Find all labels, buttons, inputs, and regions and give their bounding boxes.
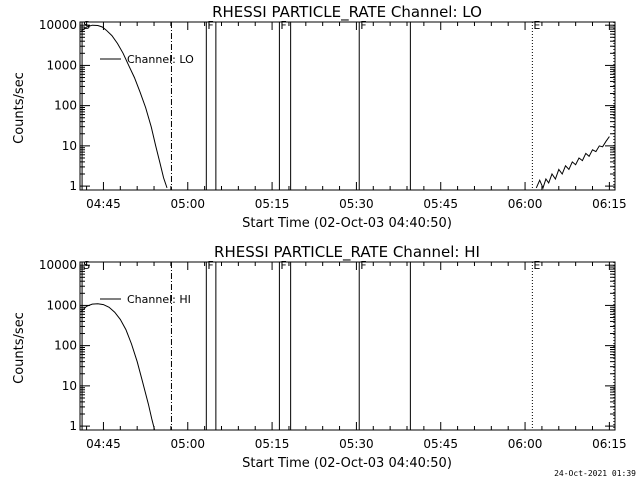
y-tick-label: 10: [62, 379, 77, 393]
chart-title-lo: RHESSI PARTICLE_RATE Channel: LO: [212, 3, 482, 22]
series-line-lo-1: [535, 136, 610, 190]
x-tick-label: 05:00: [170, 197, 205, 211]
x-tick-label: 05:30: [339, 197, 374, 211]
y-axis-label-hi: Counts/sec: [12, 312, 27, 384]
event-marker-F: F: [207, 19, 213, 32]
y-tick-label: 10000: [39, 258, 77, 272]
y-axis-label-lo: Counts/sec: [12, 72, 27, 144]
x-tick-label: 04:45: [86, 437, 121, 451]
chart-title-hi: RHESSI PARTICLE_RATE Channel: HI: [214, 243, 480, 262]
x-tick-label: 04:45: [86, 197, 121, 211]
event-marker-S: S: [83, 19, 90, 32]
x-tick-label: 06:00: [508, 437, 543, 451]
legend-label-lo: Channel: LO: [127, 53, 194, 66]
event-marker-F: F: [207, 259, 213, 272]
x-tick-label: 05:15: [255, 437, 290, 451]
series-line-hi-0: [80, 303, 156, 431]
series-line-lo-0: [80, 24, 168, 189]
panel-channel-lo: RHESSI PARTICLE_RATE Channel: LO Start T…: [12, 3, 627, 231]
x-tick-label: 06:15: [592, 437, 627, 451]
event-marker-F: F: [280, 19, 286, 32]
plot-frame-hi: [79, 261, 616, 431]
x-axis-label-hi: Start Time (02-Oct-03 04:40:50): [242, 456, 452, 471]
event-marker-S: S: [83, 259, 90, 272]
x-axis-label-lo: Start Time (02-Oct-03 04:40:50): [242, 216, 452, 231]
event-marker-E: E: [533, 259, 540, 272]
y-tick-label: 100: [54, 99, 77, 113]
panel-channel-hi: RHESSI PARTICLE_RATE Channel: HI Start T…: [12, 243, 627, 471]
y-tick-label: 100: [54, 339, 77, 353]
x-tick-label: 05:00: [170, 437, 205, 451]
event-marker-F: F: [280, 259, 286, 272]
y-tick-label: 1000: [46, 58, 77, 72]
y-tick-label: 1: [69, 179, 77, 193]
event-marker-F: F: [360, 259, 366, 272]
x-tick-label: 05:15: [255, 197, 290, 211]
x-tick-label: 05:30: [339, 437, 374, 451]
event-marker-F: F: [360, 19, 366, 32]
y-tick-label: 1000: [46, 298, 77, 312]
footer-timestamp: 24-Oct-2021 01:39: [554, 469, 636, 478]
x-tick-label: 06:00: [508, 197, 543, 211]
y-tick-label: 1: [69, 419, 77, 433]
y-tick-label: 10000: [39, 18, 77, 32]
y-tick-label: 10: [62, 139, 77, 153]
x-tick-label: 05:45: [423, 437, 458, 451]
x-tick-label: 05:45: [423, 197, 458, 211]
x-tick-label: 06:15: [592, 197, 627, 211]
event-marker-E: E: [533, 19, 540, 32]
legend-label-hi: Channel: HI: [127, 293, 191, 306]
